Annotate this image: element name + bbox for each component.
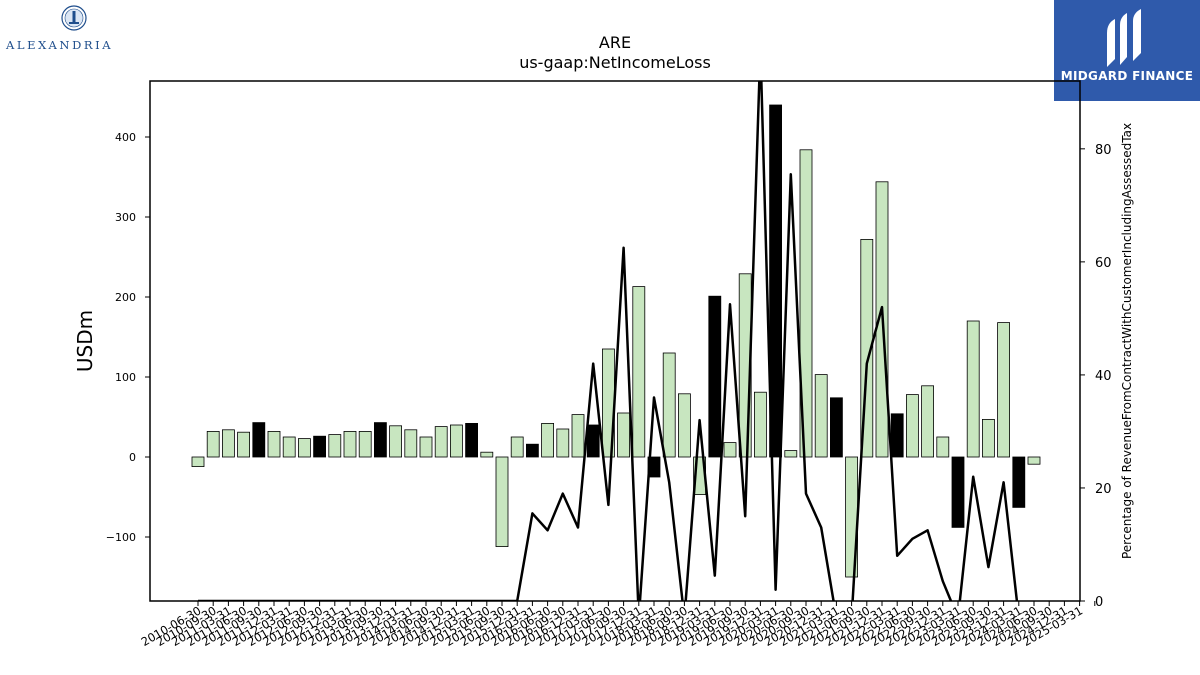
bar-2020-09-30 — [814, 374, 828, 458]
bar-2015-03-31 — [480, 451, 494, 458]
bar-2015-12-31 — [526, 443, 539, 458]
right-logo-text: MIDGARD FINANCE — [1060, 69, 1194, 83]
chart-subtitle: us-gaap:NetIncomeLoss — [519, 53, 711, 72]
chart-title: ARE — [599, 33, 631, 52]
bar-2020-06-30 — [799, 149, 813, 458]
y-tick-label: 200 — [115, 291, 136, 304]
y2-tick-label: 40 — [1095, 369, 1112, 384]
bar-2020-12-31 — [830, 397, 843, 458]
bar-2016-12-31 — [586, 424, 600, 458]
bar-2017-09-30 — [632, 286, 646, 458]
bar-2012-06-30 — [313, 435, 327, 458]
bar-2010-12-31 — [221, 429, 235, 458]
percentage-line — [198, 81, 1019, 601]
bar-2018-03-31 — [662, 352, 676, 458]
bar-2023-09-30 — [997, 322, 1010, 458]
bar-2019-03-31 — [723, 442, 737, 458]
alexandria-logo: ALEXANDRIA — [0, 0, 150, 60]
bar-2014-12-31 — [465, 422, 479, 458]
y-tick-label: −100 — [106, 531, 136, 544]
y2-tick-label: 0 — [1095, 595, 1103, 610]
y-axis-label: USDm — [73, 310, 97, 372]
y2-tick-label: 60 — [1095, 256, 1112, 271]
bar-2023-12-31 — [1012, 456, 1026, 508]
bar-2019-09-30 — [754, 391, 767, 458]
bar-2024-03-31 — [1027, 456, 1041, 465]
bar-2017-06-30 — [617, 412, 630, 458]
bar-2022-06-30 — [921, 385, 934, 458]
bar-2011-03-31 — [237, 431, 251, 458]
bar-2023-03-31 — [966, 320, 980, 458]
midgard-finance-logo: MIDGARD FINANCE — [1054, 0, 1200, 101]
y-tick-label: 300 — [115, 211, 136, 224]
bar-2014-06-30 — [434, 426, 448, 458]
midgard-mark-icon — [1107, 9, 1141, 67]
bar-2016-06-30 — [556, 428, 570, 458]
bar-2015-06-30 — [495, 456, 509, 547]
bar-2016-09-30 — [571, 414, 585, 458]
bar-2013-09-30 — [389, 425, 403, 458]
bar-2022-12-31 — [951, 456, 965, 528]
bar-2013-06-30 — [373, 422, 387, 458]
y2-tick-label: 80 — [1095, 143, 1112, 158]
bar-2022-03-31 — [906, 394, 919, 458]
y2-axis-label: Percentage of RevenueFromContractWithCus… — [1120, 123, 1134, 559]
y2-tick-label: 20 — [1095, 482, 1112, 497]
left-logo-text: ALEXANDRIA — [6, 38, 114, 52]
bar-2018-06-30 — [678, 393, 691, 458]
bar-2012-12-31 — [343, 430, 357, 458]
bar-2011-09-30 — [267, 430, 281, 458]
bar-2013-12-31 — [404, 429, 418, 458]
seal-icon — [61, 5, 87, 31]
bar-2023-06-30 — [982, 418, 995, 458]
bar-2018-12-31 — [708, 295, 722, 458]
y-tick-label: 0 — [129, 451, 136, 464]
bar-2010-09-30 — [206, 430, 220, 458]
plot-frame — [149, 80, 1081, 602]
bar-2020-03-31 — [784, 450, 798, 458]
bar-2011-12-31 — [282, 436, 296, 458]
bar-2019-12-31 — [769, 104, 782, 458]
bar-2012-09-30 — [328, 434, 342, 458]
bar-2022-09-30 — [936, 436, 950, 458]
bar-2010-06-30 — [191, 456, 205, 468]
bar-2014-09-30 — [449, 424, 463, 458]
bar-2013-03-31 — [358, 430, 372, 458]
bar-2021-12-31 — [890, 413, 904, 458]
bar-2015-09-30 — [510, 436, 524, 458]
y-tick-label: 100 — [115, 371, 136, 384]
bar-2011-06-30 — [252, 422, 266, 458]
bar-2016-03-31 — [541, 422, 554, 458]
bar-2014-03-31 — [419, 436, 433, 458]
bar-2012-03-31 — [297, 438, 311, 458]
y-tick-label: 400 — [115, 131, 136, 144]
